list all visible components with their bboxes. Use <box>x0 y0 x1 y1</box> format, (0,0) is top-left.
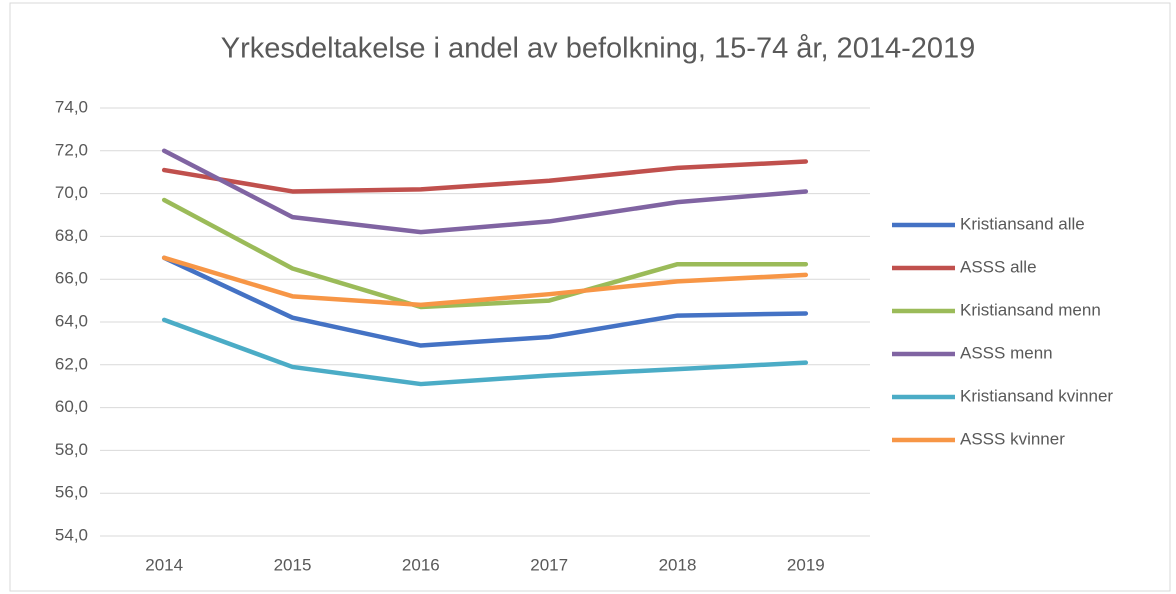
y-tick-label: 70,0 <box>55 183 88 202</box>
legend-label: ASSS alle <box>960 257 1037 276</box>
y-tick-label: 68,0 <box>55 226 88 245</box>
legend-label: Kristiansand alle <box>960 214 1085 233</box>
y-tick-label: 72,0 <box>55 140 88 159</box>
y-tick-label: 58,0 <box>55 440 88 459</box>
chart-title: Yrkesdeltakelse i andel av befolkning, 1… <box>221 33 976 65</box>
series-line <box>161 317 809 387</box>
x-tick-label: 2016 <box>402 555 440 574</box>
y-tick-label: 74,0 <box>55 97 88 116</box>
x-tick-label: 2015 <box>274 555 312 574</box>
y-tick-label: 64,0 <box>55 311 88 330</box>
x-tick-label: 2019 <box>787 555 825 574</box>
x-tick-label: 2014 <box>145 555 183 574</box>
x-tick-label: 2018 <box>659 555 697 574</box>
x-tick-label: 2017 <box>530 555 568 574</box>
y-tick-label: 66,0 <box>55 269 88 288</box>
legend-label: ASSS kvinner <box>960 429 1065 448</box>
legend-label: ASSS menn <box>960 343 1053 362</box>
series-line <box>161 148 809 235</box>
series-line <box>161 159 809 194</box>
series-line <box>161 197 809 310</box>
legend-label: Kristiansand menn <box>960 300 1101 319</box>
y-tick-label: 62,0 <box>55 354 88 373</box>
y-tick-label: 56,0 <box>55 483 88 502</box>
series-line <box>161 255 809 348</box>
y-tick-label: 60,0 <box>55 397 88 416</box>
series-line <box>161 255 809 308</box>
legend-label: Kristiansand kvinner <box>960 386 1113 405</box>
y-tick-label: 54,0 <box>55 525 88 544</box>
chart-border <box>9 2 1171 592</box>
